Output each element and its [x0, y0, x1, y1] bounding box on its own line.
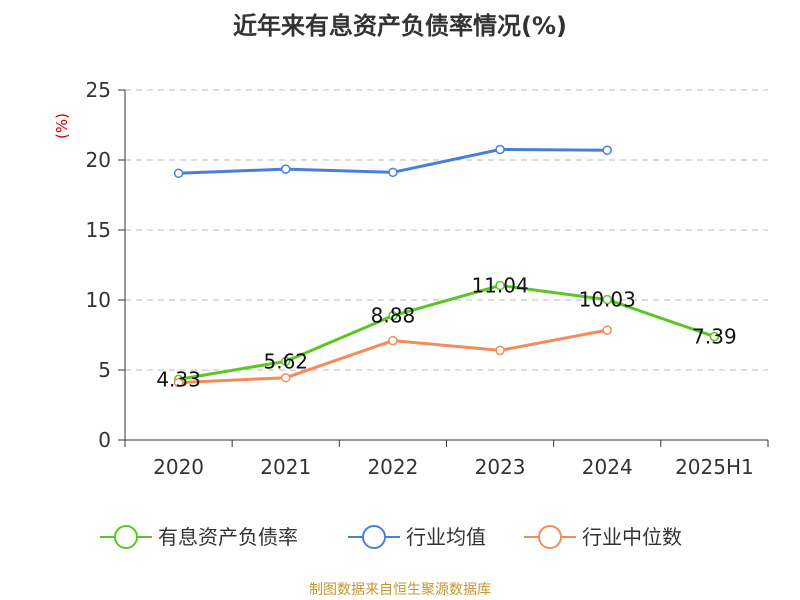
y-tick-label: 0 — [98, 428, 111, 452]
data-label: 5.62 — [263, 349, 308, 373]
data-label: 8.88 — [371, 304, 416, 328]
series-1-point[interactable] — [281, 164, 291, 174]
legend-label: 行业中位数 — [582, 525, 682, 549]
x-tick-label: 2023 — [475, 455, 526, 479]
series-2-point[interactable] — [602, 325, 612, 335]
legend-marker — [362, 525, 386, 549]
series-line-0 — [178, 283, 715, 381]
x-tick-label: 2025H1 — [675, 455, 754, 479]
x-tick-label: 2022 — [367, 455, 418, 479]
series-1-point[interactable] — [602, 145, 612, 155]
chart-title: 近年来有息资产负债率情况(%) — [233, 12, 567, 40]
series-lines — [173, 144, 720, 388]
legend-marker — [114, 525, 138, 549]
legend-item-1[interactable]: 行业均值 — [348, 525, 486, 549]
series-2-point[interactable] — [388, 335, 398, 346]
series-0-point[interactable] — [388, 310, 398, 321]
legend-label: 有息资产负债率 — [158, 525, 298, 549]
tick-labels: 0 5 10 15 20 25 2020 2021 2022 2023 2024 2025H1 — [86, 78, 754, 479]
x-tick-label: 2021 — [260, 455, 311, 479]
series-0-point[interactable] — [495, 280, 505, 291]
legend-label: 行业均值 — [406, 525, 486, 549]
legend-item-0[interactable]: 有息资产负债率 — [100, 525, 298, 549]
source-note: 制图数据来自恒生聚源数据库 — [309, 582, 491, 598]
legend-item-2[interactable]: 行业中位数 — [524, 525, 682, 549]
data-labels: 4.33 5.62 8.88 11.04 10.03 7.39 — [156, 273, 736, 391]
series-1-point[interactable] — [173, 168, 184, 179]
data-label: 4.33 — [156, 367, 201, 391]
series-0-point[interactable] — [281, 356, 291, 367]
y-tick-label: 5 — [98, 358, 111, 382]
data-label: 11.04 — [471, 273, 528, 297]
legend-marker — [538, 525, 562, 549]
y-axis-unit: (%) — [53, 113, 71, 139]
y-tick-label: 10 — [86, 288, 111, 312]
y-tick-label: 20 — [86, 148, 111, 172]
y-tick-label: 15 — [86, 218, 111, 242]
series-2-point[interactable] — [173, 377, 184, 388]
series-1-point[interactable] — [388, 167, 398, 178]
axes — [118, 89, 769, 447]
series-0-point[interactable] — [602, 294, 612, 305]
x-tick-label: 2020 — [153, 455, 204, 479]
grid-lines — [125, 89, 768, 371]
series-1-point[interactable] — [495, 144, 505, 155]
y-tick-label: 25 — [86, 78, 111, 102]
data-label: 7.39 — [692, 325, 737, 349]
data-label: 10.03 — [579, 288, 636, 312]
x-tick-label: 2024 — [582, 455, 633, 479]
series-2-point[interactable] — [281, 372, 291, 383]
legend[interactable]: 有息资产负债率 行业均值 行业中位数 — [100, 525, 682, 549]
series-2-point[interactable] — [495, 345, 505, 356]
series-0-point[interactable] — [709, 331, 720, 342]
